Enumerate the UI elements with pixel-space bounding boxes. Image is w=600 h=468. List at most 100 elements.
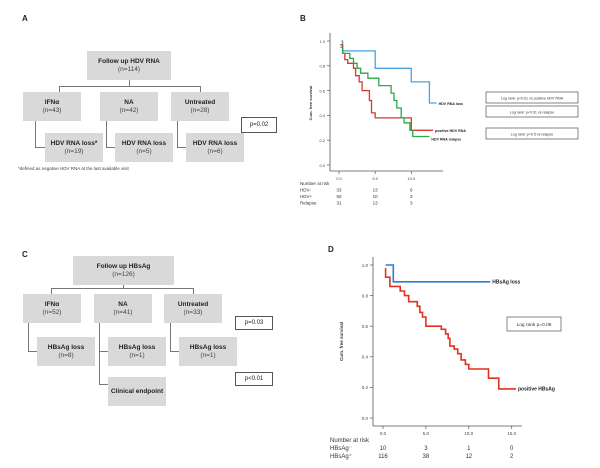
series-label: HBsAg loss	[492, 280, 520, 286]
risk-value: 3	[410, 194, 413, 199]
connector	[35, 121, 36, 148]
x-tick-label: 5.0	[372, 176, 378, 181]
risk-value: 33	[336, 188, 342, 193]
y-tick-label: 0.0	[362, 416, 369, 421]
outcome-box-ifna: HBsAg loss (n=8)	[37, 337, 95, 366]
group-title: NA	[118, 300, 128, 308]
group-title: NA	[124, 98, 134, 106]
outcome-box-ifna: HDV RNA loss* (n=19)	[45, 133, 103, 162]
risk-value: 13	[373, 188, 379, 193]
outcome-n: (n=19)	[64, 147, 84, 155]
root-n: (n=114)	[117, 65, 141, 73]
group-box-ifna: IFNα (n=52)	[23, 294, 81, 323]
connector	[123, 285, 124, 289]
risk-value: 13	[373, 201, 379, 206]
group-box-na: NA (n=42)	[100, 92, 158, 121]
y-tick-label: 0.6	[362, 324, 369, 329]
risk-value: 2	[510, 454, 514, 460]
p-value-box: p=0.02	[241, 117, 277, 133]
risk-row-label: HBsAg⁻	[330, 446, 352, 452]
x-tick-label: 0.0	[336, 176, 342, 181]
group-title: Untreated	[177, 300, 209, 308]
series-label: positive HBsAg	[518, 387, 555, 393]
log-rank-box	[506, 316, 562, 332]
outcome-n: (n=1)	[200, 351, 216, 359]
y-tick-label: 0.6	[319, 88, 325, 93]
y-tick-label: 0.0	[319, 163, 325, 168]
connector	[99, 323, 100, 385]
connector	[51, 288, 52, 294]
risk-value: 50	[336, 194, 342, 199]
risk-value: 0	[510, 446, 514, 452]
outcome-title: HDV RNA loss*	[50, 139, 98, 147]
outcome-title: HDV RNA loss	[192, 139, 238, 147]
group-box-na: NA (n=41)	[94, 294, 152, 323]
connector	[59, 86, 60, 92]
log-rank-box	[485, 105, 579, 118]
outcome-n: (n=8)	[58, 351, 74, 359]
group-n: (n=42)	[119, 106, 139, 114]
outcome-title: HBsAg loss	[47, 343, 85, 351]
root-title: Follow up HBsAg	[96, 262, 151, 270]
y-tick-label: 0.8	[319, 64, 325, 69]
y-tick-label: 1.0	[362, 263, 369, 268]
root-box-hdv: Follow up HDV RNA (n=114)	[87, 51, 171, 80]
connector	[106, 121, 107, 148]
connector	[193, 288, 194, 294]
risk-value: 3	[410, 201, 413, 206]
panel-label-d: D	[328, 245, 334, 254]
group-title: IFNα	[44, 98, 60, 106]
log-rank-text: Log rank: p=0.5 vs relapse	[511, 132, 553, 136]
connector	[99, 384, 109, 385]
x-tick-label: 5.0	[423, 431, 430, 436]
root-n: (n=126)	[112, 270, 135, 278]
series-label: positive HDV RNA	[435, 129, 466, 133]
group-n: (n=33)	[183, 308, 203, 316]
connector	[28, 323, 29, 352]
y-tick-label: 0.2	[319, 138, 325, 143]
x-tick-label: 15.0	[507, 431, 516, 436]
group-n: (n=43)	[42, 106, 62, 114]
outcome-n: (n=5)	[136, 147, 152, 155]
group-box-untreated: Untreated (n=28)	[171, 92, 229, 121]
y-tick-label: 0.4	[319, 113, 325, 118]
outcome-title: HBsAg loss	[189, 343, 227, 351]
x-tick-label: 10.0	[407, 176, 416, 181]
risk-value: 38	[423, 454, 430, 460]
log-rank-box	[485, 91, 579, 104]
connector	[177, 147, 187, 148]
series-line-hdv-rna-relapse	[340, 46, 430, 138]
risk-value: 12	[465, 454, 472, 460]
y-tick-label: 0.2	[362, 385, 369, 390]
risk-row-label: HDV+	[300, 194, 313, 199]
footnote: *defined as negative HDV RNA at the last…	[18, 166, 129, 171]
log-rank-text: Log rank: p<0.01 vs relapse	[510, 110, 554, 114]
risk-value: 10	[373, 194, 379, 199]
connector	[28, 351, 38, 352]
outcome-title: HDV RNA loss	[121, 139, 167, 147]
log-rank-text: Log rank p=0.08	[517, 322, 552, 328]
risk-value: 1	[467, 446, 471, 452]
outcome-box-na: HBsAg loss (n=1)	[108, 337, 166, 366]
log-rank-box	[485, 127, 579, 140]
group-title: Untreated	[184, 98, 216, 106]
panel-label-c: C	[22, 250, 28, 259]
panel-label-b: B	[300, 14, 306, 23]
log-rank-text: Log rank: p<0.01 vs positive HDV RNA	[501, 96, 564, 100]
risk-row-label: Relapse	[300, 201, 317, 206]
group-box-untreated: Untreated (n=33)	[164, 294, 222, 323]
series-label: HDV RNA relapse	[431, 137, 461, 141]
connector	[170, 351, 180, 352]
connector	[177, 121, 178, 148]
series-line-positive-hbsag	[384, 268, 516, 390]
panel-label-a: A	[22, 14, 28, 23]
p-value-box: p<0.01	[235, 372, 273, 386]
series-label: HDV RNA loss	[439, 102, 463, 106]
outcome-box-untreated: HBsAg loss (n=1)	[179, 337, 237, 366]
outcome-n: (n=1)	[129, 351, 145, 359]
connector	[35, 147, 45, 148]
risk-value: 31	[336, 201, 342, 206]
series-line-positive-hdv-rna	[340, 44, 433, 131]
y-tick-label: 1.0	[319, 39, 325, 44]
